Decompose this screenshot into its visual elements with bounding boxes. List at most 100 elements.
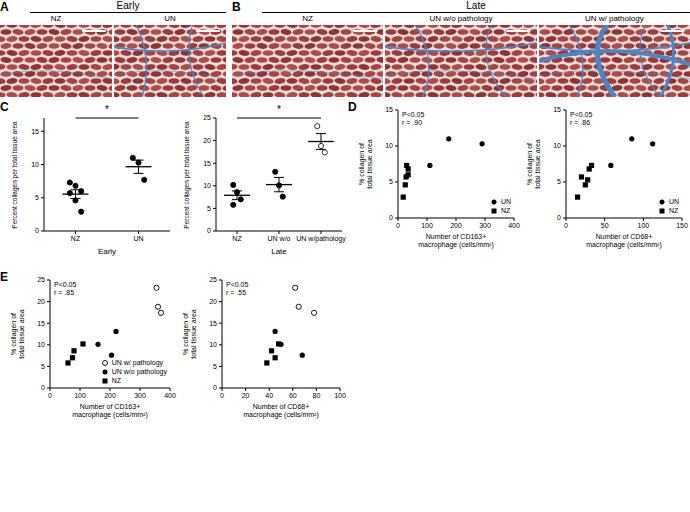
svg-text:20: 20 — [242, 392, 250, 399]
svg-text:15: 15 — [209, 320, 217, 327]
html-text:P<0.05: P<0.05 — [570, 111, 593, 118]
html-text:Number of CD68+: Number of CD68+ — [595, 233, 653, 240]
html-text:Percent collagen per total tis: Percent collagen per total tissue area — [183, 120, 191, 229]
html-text:% collagen of: % collagen of — [526, 143, 533, 185]
html-text:UN: UN — [668, 198, 679, 205]
html-text:P<0.05: P<0.05 — [402, 111, 425, 118]
svg-text:60: 60 — [289, 392, 297, 399]
svg-text:0: 0 — [564, 222, 568, 229]
html-text:NZ: NZ — [111, 377, 122, 384]
svg-text:10: 10 — [209, 341, 217, 348]
svg-text:100: 100 — [74, 392, 86, 399]
svg-text:0: 0 — [213, 384, 217, 391]
html-text:B: B — [232, 0, 241, 14]
html-text:NZ: NZ — [50, 14, 62, 23]
svg-text:300: 300 — [134, 392, 146, 399]
svg-text:50: 50 — [601, 222, 609, 229]
html-text:total tissue area: total tissue area — [534, 139, 541, 189]
svg-text:*: * — [277, 104, 281, 115]
html-text:UN w/ pathology: UN w/ pathology — [111, 359, 164, 366]
html-text:NZ: NZ — [302, 14, 313, 23]
svg-text:15: 15 — [203, 160, 211, 167]
html-text:Percent collagen per total tis: Percent collagen per total tissue area — [11, 120, 19, 229]
html-text:r = .55: r = .55 — [226, 289, 246, 296]
html-text:Number of CD163+: Number of CD163+ — [425, 233, 487, 240]
html-text:UN w/o pathology: UN w/o pathology — [111, 368, 167, 375]
svg-text:0: 0 — [220, 392, 224, 399]
svg-text:25: 25 — [37, 276, 45, 283]
svg-text:200: 200 — [104, 392, 116, 399]
html-text:% collagen of: % collagen of — [10, 313, 17, 355]
html-text:UN: UN — [500, 198, 511, 205]
html-text:r = .90: r = .90 — [402, 119, 422, 126]
svg-text:10: 10 — [203, 182, 211, 189]
svg-text:15: 15 — [385, 106, 393, 113]
svg-text:150: 150 — [676, 222, 688, 229]
svg-text:UN w/pathology: UN w/pathology — [296, 235, 346, 243]
svg-text:5: 5 — [557, 178, 561, 185]
svg-text:10: 10 — [31, 161, 39, 168]
svg-text:*: * — [105, 104, 109, 115]
html-text:UN w/ pathology: UN w/ pathology — [585, 14, 644, 23]
svg-text:300: 300 — [479, 222, 491, 229]
html-text:total tissue area: total tissue area — [366, 139, 373, 189]
svg-text:NZ: NZ — [232, 235, 242, 242]
svg-text:5: 5 — [389, 178, 393, 185]
svg-text:5: 5 — [35, 194, 39, 201]
html-text:A: A — [0, 0, 9, 14]
html-text:P<0.05: P<0.05 — [54, 281, 77, 288]
svg-text:10: 10 — [385, 142, 393, 149]
html-text:Number of CD163+: Number of CD163+ — [79, 403, 141, 410]
svg-text:400: 400 — [164, 392, 176, 399]
svg-text:25: 25 — [209, 276, 217, 283]
svg-text:0: 0 — [41, 384, 45, 391]
html-text:total tissue area: total tissue area — [18, 309, 25, 359]
svg-text:15: 15 — [37, 320, 45, 327]
html-text:% collagen of: % collagen of — [358, 143, 365, 185]
svg-text:UN w/o: UN w/o — [268, 235, 291, 242]
html-text:macrophage (cells/mm²): macrophage (cells/mm²) — [72, 411, 148, 418]
svg-text:15: 15 — [31, 128, 39, 135]
html-text:Late: Late — [271, 247, 287, 256]
html-text:Late: Late — [466, 0, 486, 11]
svg-text:15: 15 — [553, 106, 561, 113]
svg-text:40: 40 — [265, 392, 273, 399]
html-text:UN w/o pathology: UN w/o pathology — [429, 14, 493, 23]
svg-text:0: 0 — [389, 214, 393, 221]
svg-text:80: 80 — [313, 392, 321, 399]
html-text:r = .85: r = .85 — [54, 289, 74, 296]
html-text:Early: Early — [97, 247, 117, 256]
svg-text:100: 100 — [637, 222, 649, 229]
html-text:r = .86: r = .86 — [570, 119, 590, 126]
svg-text:0: 0 — [207, 227, 211, 234]
svg-text:NZ: NZ — [71, 235, 81, 242]
svg-text:0: 0 — [35, 227, 39, 234]
svg-text:5: 5 — [213, 363, 217, 370]
html-text:macrophage (cells/mm²): macrophage (cells/mm²) — [418, 241, 494, 248]
svg-text:100: 100 — [421, 222, 433, 229]
html-text:NZ: NZ — [668, 207, 679, 214]
svg-text:10: 10 — [553, 142, 561, 149]
svg-text:400: 400 — [508, 222, 520, 229]
html-text:macrophage (cells/mm²): macrophage (cells/mm²) — [586, 241, 662, 248]
svg-text:20: 20 — [203, 137, 211, 144]
svg-text:5: 5 — [41, 363, 45, 370]
html-text:P<0.05: P<0.05 — [226, 281, 249, 288]
html-text:E: E — [0, 270, 8, 284]
html-text:D: D — [348, 100, 357, 114]
svg-text:20: 20 — [209, 298, 217, 305]
svg-text:20: 20 — [37, 298, 45, 305]
svg-text:0: 0 — [48, 392, 52, 399]
svg-text:200: 200 — [450, 222, 462, 229]
html-text:NZ: NZ — [500, 207, 511, 214]
html-text:C: C — [0, 100, 9, 114]
svg-text:UN: UN — [133, 235, 143, 242]
svg-text:0: 0 — [396, 222, 400, 229]
html-text:UN: UN — [164, 14, 176, 23]
svg-text:25: 25 — [203, 114, 211, 121]
html-text:Early: Early — [116, 0, 140, 11]
svg-text:5: 5 — [207, 205, 211, 212]
svg-text:100: 100 — [334, 392, 346, 399]
svg-text:10: 10 — [37, 341, 45, 348]
svg-text:0: 0 — [557, 214, 561, 221]
